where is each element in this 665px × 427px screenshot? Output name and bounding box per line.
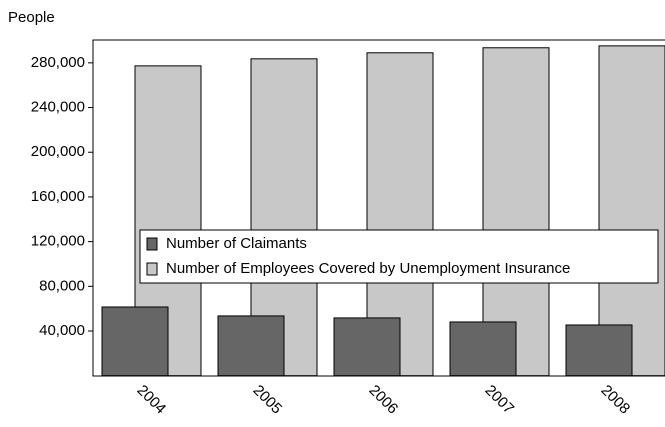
legend-label: Number of Employees Covered by Unemploym…: [166, 260, 570, 277]
x-tick-label: 2007: [482, 382, 518, 418]
bar: [482, 47, 550, 376]
y-tick-label: 240,000: [31, 99, 85, 116]
legend-swatch: [146, 237, 158, 251]
bar: [598, 45, 665, 376]
y-tick-label: 280,000: [31, 54, 85, 71]
bar: [217, 315, 285, 376]
plot-frame: [92, 39, 665, 377]
y-tick-label: 80,000: [39, 277, 85, 294]
plot-area: [101, 45, 665, 376]
x-tick-label: 2004: [134, 382, 170, 418]
y-tick-label: 160,000: [31, 188, 85, 205]
legend-swatch: [146, 262, 158, 276]
y-tick-label: 200,000: [31, 143, 85, 160]
bar: [101, 306, 169, 376]
legend-box: [139, 229, 659, 284]
y-tick-label: 40,000: [39, 322, 85, 339]
legend-label: Number of Claimants: [166, 235, 307, 252]
x-tick-label: 2006: [366, 382, 402, 418]
x-tick-label: 2008: [598, 382, 634, 418]
bar: [449, 321, 517, 376]
y-axis-label: People: [8, 9, 55, 26]
bar: [333, 317, 401, 376]
y-tick-label: 120,000: [31, 233, 85, 250]
x-tick-label: 2005: [250, 382, 286, 418]
bar: [565, 324, 633, 376]
